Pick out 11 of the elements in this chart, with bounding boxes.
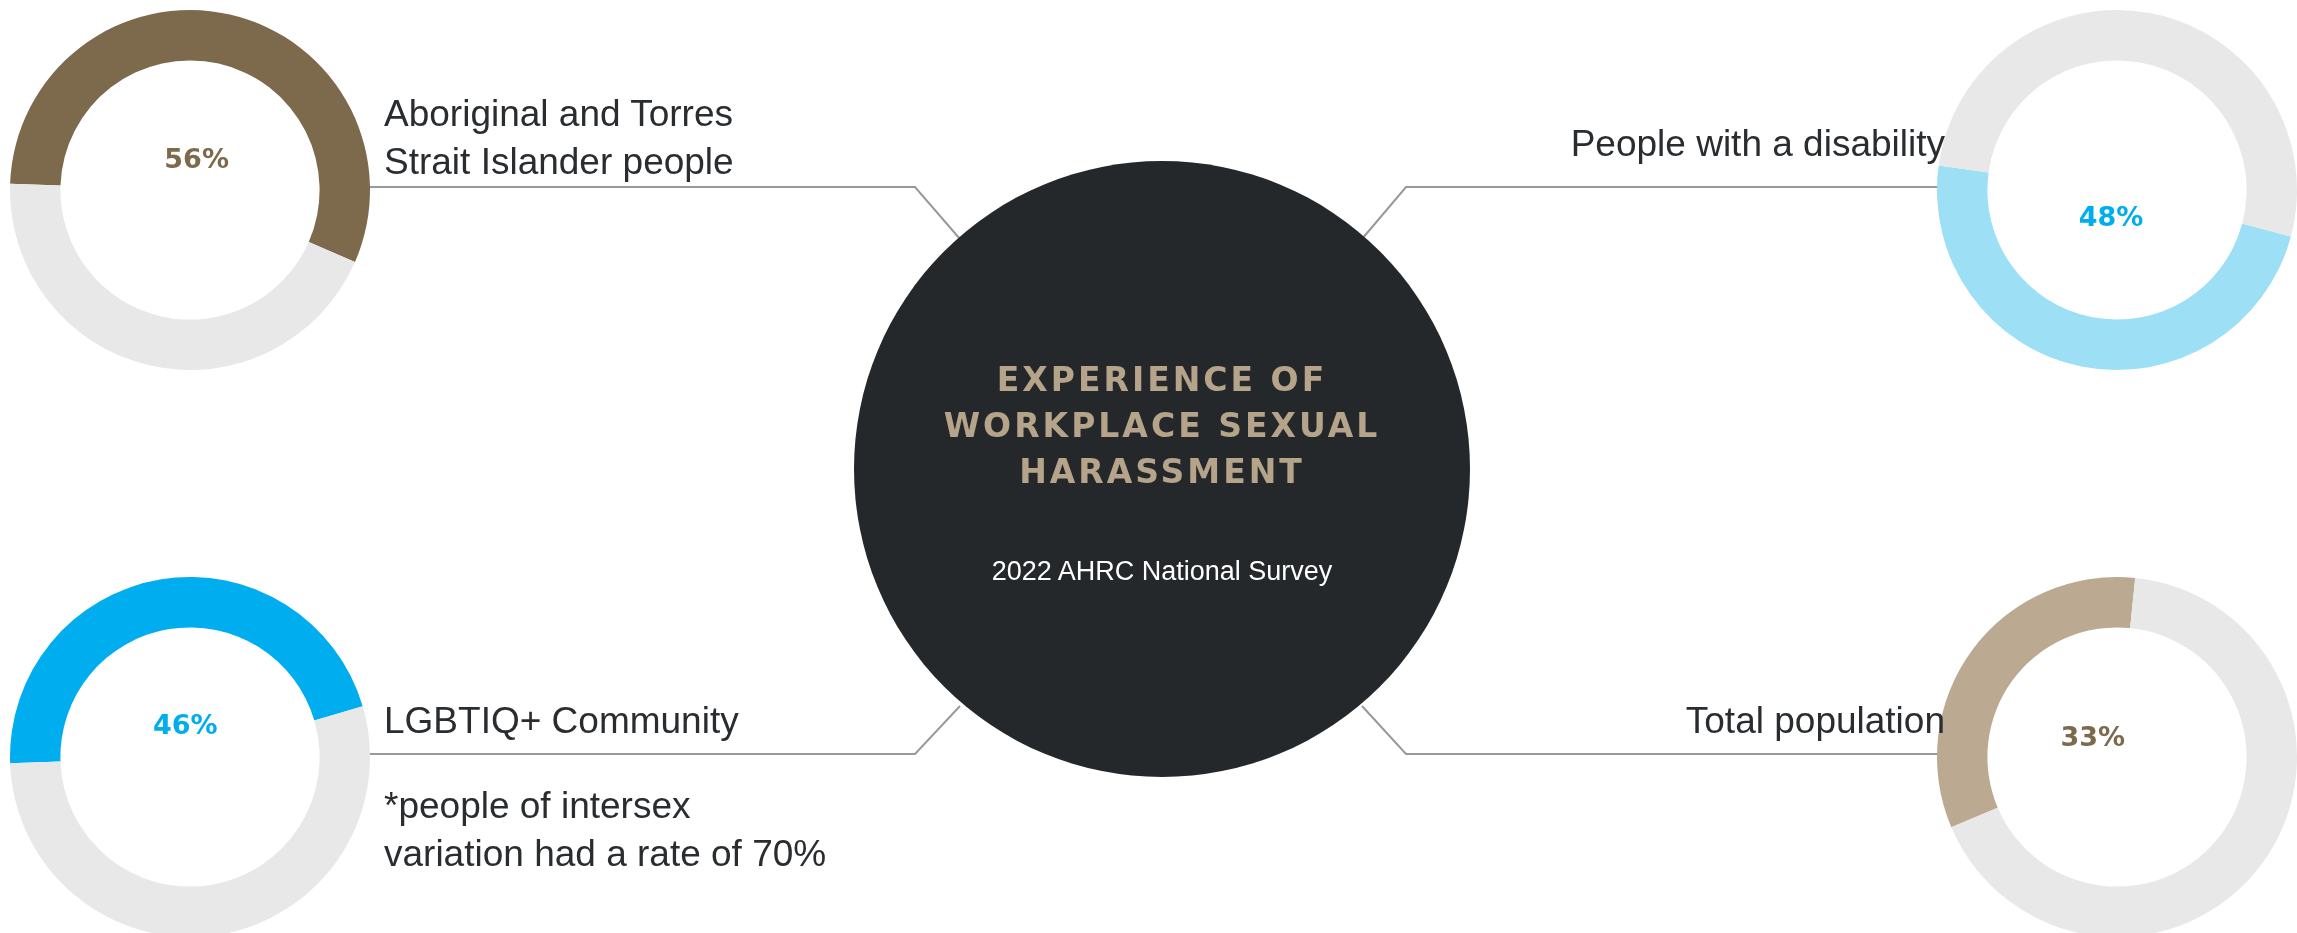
- data-label: 48%: [2078, 201, 2144, 233]
- text: LGBTIQ+ Community: [384, 699, 740, 743]
- data-label: 46%: [152, 709, 218, 741]
- text: Total population: [1684, 699, 1945, 743]
- text: People with a disability: [1569, 122, 1945, 166]
- text: 2022 AHRC National Survey: [990, 556, 1334, 587]
- data-label: 33%: [2060, 721, 2126, 753]
- text: EXPERIENCE OF WORKPLACE SEXUAL HARASSMENT: [942, 359, 1382, 493]
- text: Aboriginal and Torres Strait Islander people: [384, 92, 735, 184]
- data-label: 56%: [164, 142, 229, 174]
- text: *people of intersex variation had a rate of 70%: [384, 784, 828, 876]
